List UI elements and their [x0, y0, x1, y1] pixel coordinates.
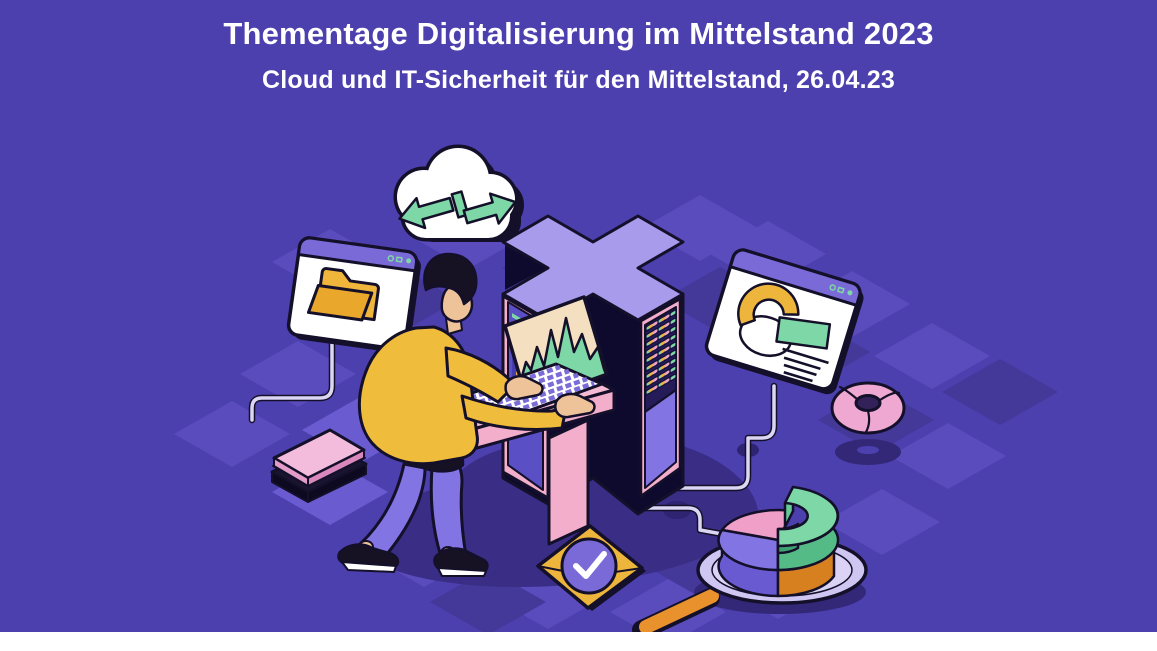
- banner-header: Thementage Digitalisierung im Mittelstan…: [0, 0, 1157, 95]
- server-top: [501, 214, 685, 322]
- person-arms: [444, 346, 568, 431]
- banner-title: Thementage Digitalisierung im Mittelstan…: [223, 16, 934, 51]
- donut-icon: [830, 381, 906, 465]
- sync-arrows-icon: [398, 190, 517, 230]
- window-titlebar: [728, 248, 862, 307]
- window-titlebar: [296, 236, 418, 273]
- analytics-window-icon: [704, 248, 864, 395]
- text-lines: [782, 347, 829, 383]
- gauge-chart-icon: [737, 282, 832, 358]
- connection-cables: [248, 336, 778, 538]
- window-controls-icon: [829, 284, 853, 296]
- person-working: [337, 252, 596, 577]
- books-icon: [270, 428, 368, 503]
- pie-chart-3d: [717, 485, 840, 598]
- check-icon: [573, 551, 607, 579]
- server-led-panel: [639, 297, 682, 498]
- pie-magnifier-icon: [632, 485, 868, 640]
- person-legs: [350, 462, 468, 568]
- envelope-check-icon: [536, 524, 646, 611]
- bottom-strip: [0, 632, 1157, 651]
- banner-subtitle: Cloud und IT-Sicherheit für den Mittelst…: [262, 66, 895, 94]
- person-hands: [504, 375, 596, 419]
- folder-window-icon: [286, 236, 421, 354]
- check-badge: [560, 537, 618, 595]
- person-shoes: [337, 543, 489, 577]
- folder-icon: [306, 267, 380, 322]
- magnifier-handle: [639, 589, 719, 634]
- window-controls-icon: [387, 255, 412, 264]
- cloud-sync-icon: [393, 144, 524, 242]
- person-hair: [423, 252, 478, 306]
